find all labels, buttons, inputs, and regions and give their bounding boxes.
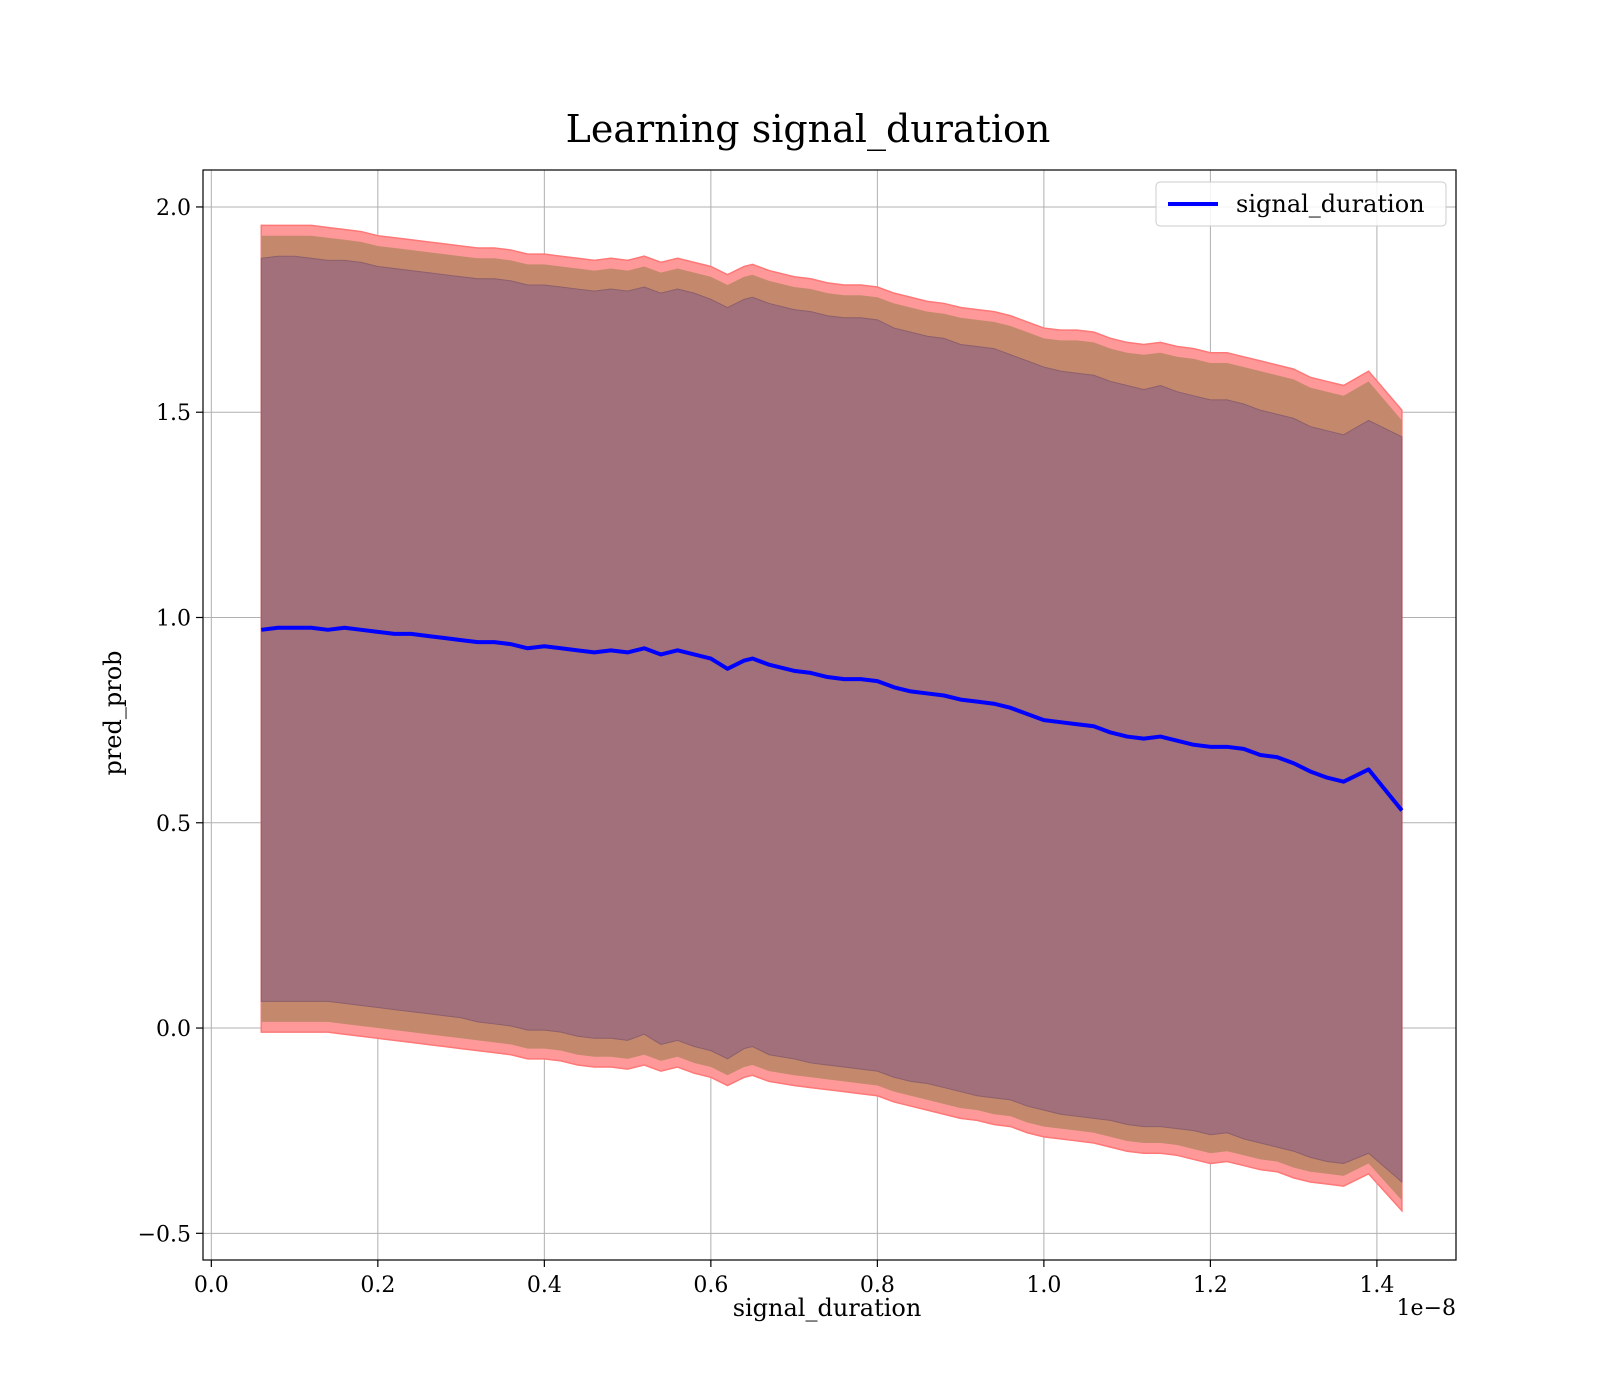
x-tick-label: 1.4 [1359, 1273, 1394, 1298]
legend-label: signal_duration [1236, 190, 1425, 218]
legend-box [1155, 181, 1447, 227]
x-tick-label: 1.2 [1193, 1273, 1228, 1298]
x-axis-label: signal_duration [733, 1294, 922, 1322]
y-tick-label: 0.5 [156, 812, 191, 837]
axes-frame [202, 169, 1457, 1261]
y-tick-label: 0.0 [156, 1017, 191, 1042]
band-inner [260, 255, 1403, 1184]
x-tick-label: 0.8 [860, 1273, 895, 1298]
series-line [261, 625, 1404, 812]
y-tick-label: 1.0 [156, 606, 191, 631]
y-tick-label: −0.5 [138, 1222, 191, 1247]
x-tick-label: 0.2 [360, 1273, 395, 1298]
x-tick-label: 0.4 [527, 1273, 562, 1298]
y-axis-label: pred_prob [99, 650, 127, 775]
chart-title: Learning signal_duration [566, 107, 1051, 152]
x-tick-label: 1.0 [1026, 1273, 1061, 1298]
y-tick-label: 2.0 [156, 196, 191, 221]
x-tick-label: 0.0 [194, 1273, 229, 1298]
x-axis-offset-label: 1e−8 [1397, 1296, 1456, 1321]
plot-area: 0.0 0.2 0.4 0.6 0.8 1.0 1.2 1.4 −0.5 0.0 0.5 1.0 1.5… [138, 169, 1457, 1298]
y-tick-label: 1.5 [156, 401, 191, 426]
x-tick-label: 0.6 [693, 1273, 728, 1298]
